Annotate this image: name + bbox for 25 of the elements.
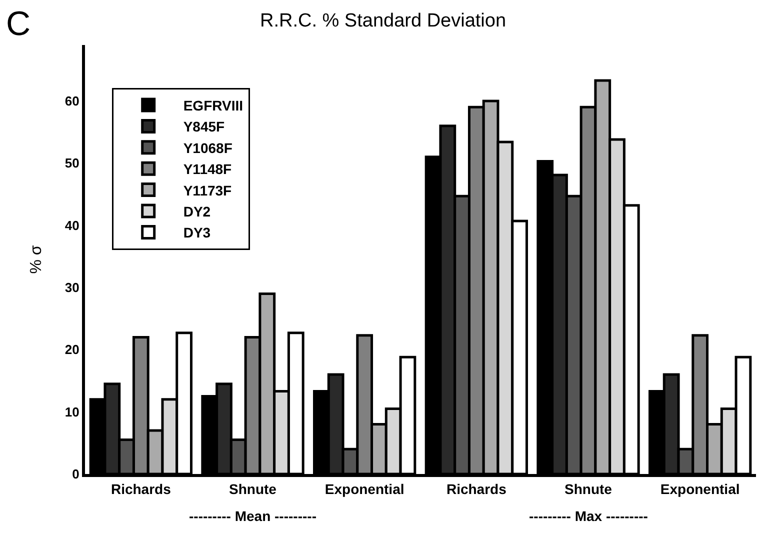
y-tick-label: 40 [64, 218, 80, 233]
legend-label: EGFRVIII [183, 97, 243, 114]
chart-title: R.R.C. % Standard Deviation [260, 10, 506, 32]
legend-label: Y1173F [183, 182, 232, 198]
y-tick-label: 10 [64, 404, 80, 420]
y-tick-label: 30 [64, 280, 80, 296]
y-tick-label: 0 [72, 466, 80, 482]
text: --------- Max --------- [529, 508, 648, 524]
text: C [6, 5, 31, 43]
x-tick-label: Shnute [564, 480, 612, 497]
x-tick-label: Exponential [660, 480, 740, 497]
x-tick-label: Shnute [229, 480, 277, 497]
legend-label: DY2 [183, 203, 211, 220]
x-tick-label: Richards [110, 480, 172, 497]
x-tick-label: Richards [446, 480, 507, 497]
legend-label: Y1148F [183, 161, 232, 178]
y-tick-label: 60 [64, 94, 80, 109]
x-tick-label: Exponential [324, 480, 404, 497]
y-tick-label: 20 [64, 342, 80, 358]
legend-label: Y845F [183, 118, 226, 135]
y-axis-title: % σ [28, 245, 45, 274]
text: --------- Mean --------- [189, 508, 317, 524]
legend-label: DY3 [183, 224, 211, 241]
legend-label: Y1068F [183, 140, 233, 156]
y-tick-label: 50 [64, 156, 80, 171]
